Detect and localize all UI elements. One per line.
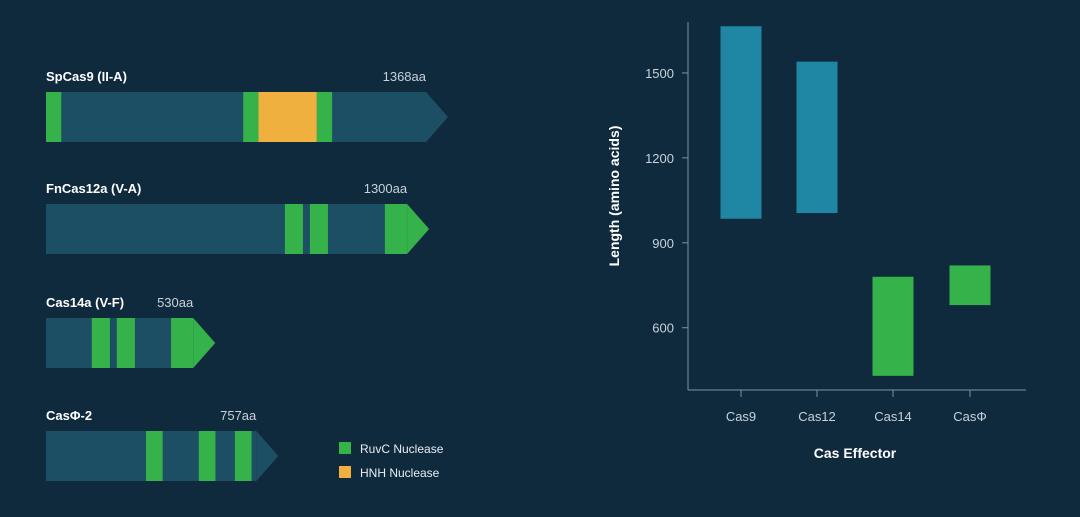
domain-ruvc <box>309 204 328 254</box>
domain-ruvc <box>243 92 259 142</box>
protein-length-label: 530aa <box>157 295 194 310</box>
domain-ruvc <box>91 318 110 368</box>
x-tick-label: Cas12 <box>798 409 836 424</box>
protein-length-label: 1300aa <box>364 181 408 196</box>
x-tick-label: CasΦ <box>953 409 987 424</box>
legend-label: RuvC Nuclease <box>360 442 444 456</box>
domain-ruvc <box>234 431 252 481</box>
y-tick-label: 600 <box>652 321 674 336</box>
range-bars <box>720 26 991 376</box>
protein-name: SpCas9 (II-A) <box>46 69 127 84</box>
x-axis-title: Cas Effector <box>814 445 897 461</box>
protein-name: FnCas12a (V-A) <box>46 181 141 196</box>
legend-item-ruvc: RuvC Nuclease <box>339 442 444 456</box>
domain-ruvc <box>198 431 216 481</box>
protein-arrow-tip <box>256 431 279 481</box>
protein-name: CasΦ-2 <box>46 408 92 423</box>
domain-legend: RuvC Nuclease HNH Nuclease <box>339 442 444 480</box>
protein-arrow-tip <box>193 318 216 368</box>
domain-ruvc <box>316 92 333 142</box>
length-range-chart: 600 900 1200 1500 Cas9 Cas12 Cas14 CasΦ Length… <box>606 22 1026 461</box>
domain-ruvc <box>146 431 163 481</box>
range-bar-cas12 <box>796 61 838 214</box>
protein-arrow-tip <box>426 92 448 142</box>
domain-ruvc <box>116 318 135 368</box>
y-axis-ticks: 600 900 1200 1500 <box>645 66 688 336</box>
protein-body <box>46 92 426 142</box>
domain-ruvc <box>171 318 194 368</box>
domain-hnh <box>258 92 317 142</box>
protein-name: Cas14a (V-F) <box>46 295 124 310</box>
x-axis-ticks: Cas9 Cas12 Cas14 CasΦ <box>726 390 987 424</box>
y-tick-label: 1200 <box>645 151 674 166</box>
domain-ruvc <box>384 204 408 254</box>
x-tick-label: Cas9 <box>726 409 756 424</box>
range-bar-cas14 <box>872 276 914 376</box>
protein-arrow-tip <box>407 204 430 254</box>
legend-label: HNH Nuclease <box>360 466 440 480</box>
protein-cas-2: CasΦ-2 757aa <box>46 408 279 481</box>
legend-swatch <box>339 466 351 478</box>
protein-spcas9-ii-a: SpCas9 (II-A) 1368aa <box>46 69 448 142</box>
protein-length-label: 757aa <box>220 408 257 423</box>
y-tick-label: 900 <box>652 236 674 251</box>
protein-domain-diagrams: SpCas9 (II-A) 1368aa FnCas12a (V-A) 1300aa C… <box>46 69 448 481</box>
domain-ruvc <box>46 92 62 142</box>
range-bar-cas9 <box>720 26 762 219</box>
legend-swatch <box>339 442 351 454</box>
x-tick-label: Cas14 <box>874 409 912 424</box>
y-axis-title: Length (amino acids) <box>606 126 622 267</box>
protein-fncas12a-v-a: FnCas12a (V-A) 1300aa <box>46 181 430 254</box>
y-tick-label: 1500 <box>645 66 674 81</box>
protein-body <box>46 204 408 254</box>
domain-ruvc <box>284 204 303 254</box>
legend-item-hnh: HNH Nuclease <box>339 466 440 480</box>
protein-cas14a-v-f: Cas14a (V-F) 530aa <box>46 295 216 368</box>
range-bar-casphi <box>949 265 991 306</box>
protein-length-label: 1368aa <box>383 69 427 84</box>
